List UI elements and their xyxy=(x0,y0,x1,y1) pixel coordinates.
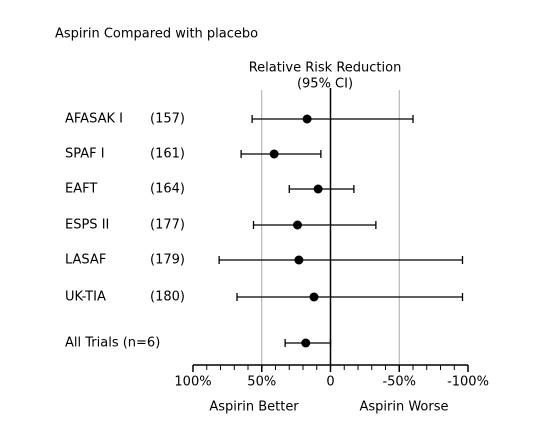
row-count: (161) xyxy=(150,147,185,162)
x-tick-label: 0 xyxy=(326,375,334,390)
row-label: ESPS II xyxy=(65,218,109,233)
point-estimate xyxy=(313,184,323,194)
row-label: All Trials (n=6) xyxy=(65,336,160,351)
row-label: AFASAK I xyxy=(65,112,123,127)
x-tick-label: -50% xyxy=(382,375,416,390)
point-estimate xyxy=(269,149,279,159)
point-estimate xyxy=(302,114,312,124)
row-label: UK-TIA xyxy=(65,290,106,305)
row-label: SPAF I xyxy=(65,147,105,162)
row-count: (179) xyxy=(150,253,185,268)
row-label: LASAF xyxy=(65,253,106,268)
row-count: (177) xyxy=(150,218,185,233)
point-estimate xyxy=(294,255,304,265)
row-count: (180) xyxy=(150,290,185,305)
x-tick-label: 100% xyxy=(174,375,211,390)
x-tick-label: -100% xyxy=(447,375,489,390)
axis-title: Relative Risk Reduction xyxy=(249,61,402,76)
row-count: (164) xyxy=(150,182,185,197)
chart-title: Aspirin Compared with placebo xyxy=(55,27,258,42)
point-estimate xyxy=(293,220,302,230)
point-estimate xyxy=(301,338,311,348)
x-label: Aspirin Worse xyxy=(359,400,448,415)
x-tick-label: 50% xyxy=(247,375,276,390)
row-count: (157) xyxy=(150,112,185,127)
row-label: EAFT xyxy=(65,182,97,197)
x-label: Aspirin Better xyxy=(209,400,299,415)
axis-title: (95% CI) xyxy=(297,77,353,92)
point-estimate xyxy=(309,292,319,302)
